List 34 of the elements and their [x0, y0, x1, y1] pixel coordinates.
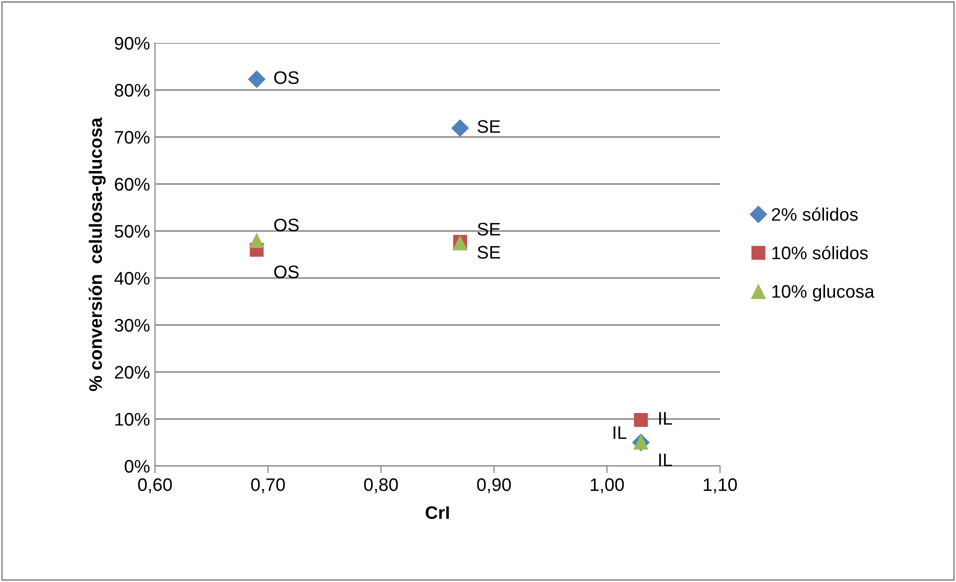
y-tick-label: 50%	[114, 224, 150, 238]
data-label: SE	[478, 120, 500, 133]
x-tick-label: 0,90	[477, 478, 511, 494]
y-tick-label: 80%	[114, 84, 150, 97]
y-axis-title: % conversión celulosa-glucosa	[88, 117, 106, 392]
point	[451, 119, 469, 137]
x-tick-label: 0,80	[364, 478, 398, 494]
data-label: OS	[274, 265, 299, 278]
legend-label: 10% sólidos	[772, 246, 868, 260]
x-tick-label: 0,70	[251, 478, 285, 494]
data-label: SE	[478, 246, 500, 259]
data-label: IL	[659, 454, 672, 466]
y-tick-label: 30%	[114, 318, 150, 332]
point	[249, 232, 264, 248]
legend-label: 2% sólidos	[772, 207, 858, 221]
point	[248, 70, 266, 88]
data-label: SE	[478, 222, 500, 236]
data-label: OS	[274, 218, 299, 232]
data-label: IL	[614, 426, 626, 439]
y-tick-label: 20%	[114, 366, 150, 379]
y-tick-label: 70%	[114, 130, 150, 144]
y-tick-label: 60%	[114, 178, 150, 191]
x-tick-label: 1,00	[590, 478, 624, 494]
point	[634, 412, 648, 427]
x-tick-label: 0,60	[138, 478, 172, 494]
y-tick-label: 90%	[114, 36, 150, 50]
data-label: IL	[659, 412, 672, 425]
x-tick-label: 1,10	[704, 478, 737, 494]
y-tick-label: 40%	[114, 272, 150, 285]
y-tick-label: 0%	[124, 460, 150, 473]
x-axis-title: CrI	[426, 506, 449, 520]
legend-label: 10% glucosa	[772, 284, 874, 302]
data-label: OS	[274, 71, 299, 84]
y-tick-label: 10%	[115, 412, 150, 426]
